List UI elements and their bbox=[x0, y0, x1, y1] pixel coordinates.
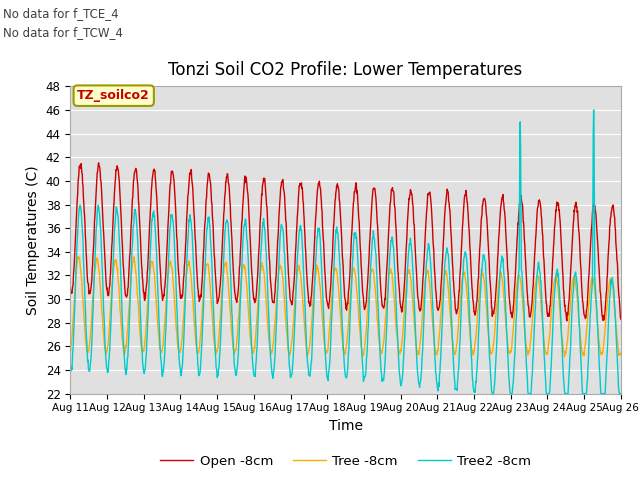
X-axis label: Time: Time bbox=[328, 419, 363, 433]
Open -8cm bbox=[251, 300, 259, 306]
Line: Tree -8cm: Tree -8cm bbox=[70, 256, 621, 357]
Open -8cm bbox=[563, 318, 571, 324]
Tree -8cm bbox=[552, 275, 559, 280]
Tree -8cm bbox=[67, 350, 74, 356]
Tree2 -8cm bbox=[175, 360, 183, 366]
Tree2 -8cm bbox=[488, 391, 496, 396]
Tree2 -8cm bbox=[590, 107, 598, 113]
Tree2 -8cm bbox=[189, 247, 196, 252]
Tree -8cm bbox=[617, 350, 625, 356]
Title: Tonzi Soil CO2 Profile: Lower Temperatures: Tonzi Soil CO2 Profile: Lower Temperatur… bbox=[168, 61, 523, 79]
Y-axis label: Soil Temperatures (C): Soil Temperatures (C) bbox=[26, 165, 40, 315]
Tree -8cm bbox=[504, 336, 511, 341]
Open -8cm bbox=[552, 207, 559, 213]
Text: TZ_soilco2: TZ_soilco2 bbox=[77, 89, 150, 102]
Tree2 -8cm bbox=[552, 274, 559, 279]
Text: No data for f_TCW_4: No data for f_TCW_4 bbox=[3, 26, 123, 39]
Tree -8cm bbox=[176, 349, 184, 355]
Tree2 -8cm bbox=[67, 362, 74, 368]
Line: Tree2 -8cm: Tree2 -8cm bbox=[70, 110, 621, 394]
Open -8cm bbox=[95, 160, 102, 166]
Tree -8cm bbox=[189, 302, 197, 308]
Tree -8cm bbox=[75, 253, 83, 259]
Open -8cm bbox=[504, 255, 511, 261]
Tree2 -8cm bbox=[617, 391, 625, 396]
Legend: Open -8cm, Tree -8cm, Tree2 -8cm: Open -8cm, Tree -8cm, Tree2 -8cm bbox=[155, 449, 536, 473]
Tree -8cm bbox=[561, 354, 568, 360]
Open -8cm bbox=[431, 280, 439, 286]
Tree2 -8cm bbox=[504, 337, 511, 343]
Tree -8cm bbox=[431, 348, 439, 353]
Tree2 -8cm bbox=[431, 355, 439, 360]
Open -8cm bbox=[176, 286, 184, 291]
Open -8cm bbox=[67, 284, 74, 290]
Tree2 -8cm bbox=[250, 373, 258, 379]
Text: No data for f_TCE_4: No data for f_TCE_4 bbox=[3, 7, 119, 20]
Line: Open -8cm: Open -8cm bbox=[70, 163, 621, 321]
Tree -8cm bbox=[251, 346, 259, 351]
Open -8cm bbox=[617, 316, 625, 322]
Open -8cm bbox=[189, 193, 197, 199]
